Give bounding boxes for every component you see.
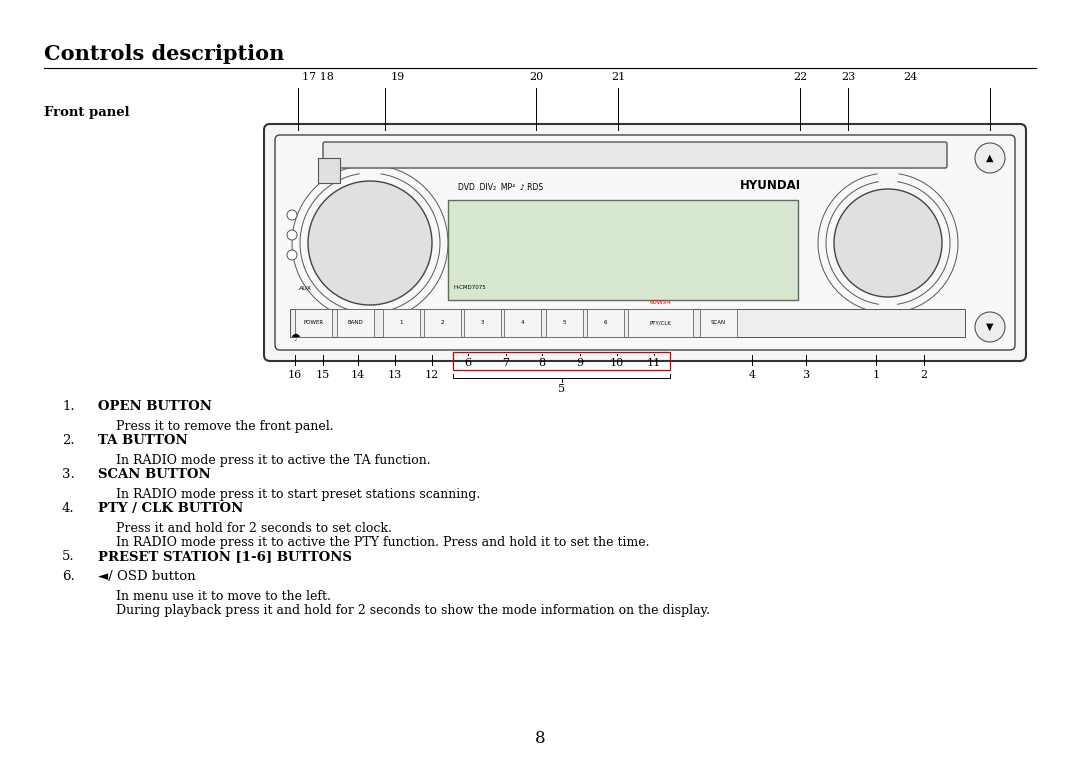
Text: 2.: 2.	[62, 434, 75, 447]
Circle shape	[879, 234, 896, 252]
Text: 6: 6	[604, 320, 607, 326]
Circle shape	[975, 312, 1005, 342]
Text: 8: 8	[535, 730, 545, 747]
Text: 20: 20	[529, 72, 543, 82]
FancyBboxPatch shape	[264, 124, 1026, 361]
Bar	[337, 309, 374, 337]
Text: 13: 13	[388, 370, 402, 380]
Circle shape	[975, 143, 1005, 173]
Text: SCAN: SCAN	[711, 320, 726, 326]
FancyBboxPatch shape	[323, 142, 947, 168]
Text: 2: 2	[920, 370, 928, 380]
Text: In RADIO mode press it to start preset stations scanning.: In RADIO mode press it to start preset s…	[116, 488, 481, 501]
Text: In menu use it to move to the left.: In menu use it to move to the left.	[116, 590, 330, 603]
Text: During playback press it and hold for 2 seconds to show the mode information on : During playback press it and hold for 2 …	[116, 604, 710, 617]
Text: 23: 23	[841, 72, 855, 82]
Bar	[546, 309, 583, 337]
Text: PRESET STATION [1-6] BUTTONS: PRESET STATION [1-6] BUTTONS	[98, 550, 352, 563]
Circle shape	[851, 206, 924, 280]
Text: ◄/ OSD button: ◄/ OSD button	[98, 570, 195, 583]
Text: 5: 5	[558, 384, 566, 394]
Circle shape	[360, 233, 380, 253]
Bar	[295, 309, 332, 337]
Text: 1: 1	[873, 370, 879, 380]
Text: 14: 14	[351, 370, 365, 380]
Text: POWER: POWER	[303, 320, 324, 326]
Text: PTY / CLK BUTTON: PTY / CLK BUTTON	[98, 502, 243, 515]
Circle shape	[287, 230, 297, 240]
Text: Press it and hold for 2 seconds to set clock.: Press it and hold for 2 seconds to set c…	[116, 522, 392, 535]
Bar	[291, 309, 966, 337]
Text: In RADIO mode press it to active the TA function.: In RADIO mode press it to active the TA …	[116, 454, 431, 467]
Text: HYUNDAI: HYUNDAI	[740, 179, 801, 192]
Text: 5: 5	[563, 320, 566, 326]
Bar	[700, 309, 737, 337]
FancyBboxPatch shape	[275, 135, 1015, 350]
Text: 6: 6	[464, 358, 472, 368]
Text: Press it to remove the front panel.: Press it to remove the front panel.	[116, 420, 334, 433]
Text: 5.: 5.	[62, 550, 75, 563]
Text: Controls description: Controls description	[44, 44, 284, 64]
Text: 12: 12	[424, 370, 440, 380]
Text: 9: 9	[577, 358, 583, 368]
Bar	[588, 309, 624, 337]
Text: 3.: 3.	[62, 468, 75, 481]
Text: 10: 10	[610, 358, 624, 368]
Text: ▲: ▲	[986, 153, 994, 163]
Text: 2: 2	[441, 320, 444, 326]
Text: 1: 1	[400, 320, 403, 326]
Bar	[627, 309, 693, 337]
Text: ☂: ☂	[291, 333, 300, 343]
Bar	[424, 309, 461, 337]
Bar	[318, 158, 340, 183]
Text: 3: 3	[481, 320, 484, 326]
Text: BAND: BAND	[348, 320, 363, 326]
Text: TA BUTTON: TA BUTTON	[98, 434, 188, 447]
Text: 19: 19	[391, 72, 405, 82]
Circle shape	[834, 189, 942, 297]
Text: In RADIO mode press it to active the PTY function. Press and hold it to set the : In RADIO mode press it to active the PTY…	[116, 536, 649, 549]
Text: Front panel: Front panel	[44, 106, 130, 119]
Text: 8: 8	[539, 358, 545, 368]
Text: DVD  DIV₂  MP⁴  ♪ RDS: DVD DIV₂ MP⁴ ♪ RDS	[458, 183, 543, 192]
Text: AUX: AUX	[298, 286, 311, 291]
Bar	[448, 200, 798, 300]
Text: 16: 16	[288, 370, 302, 380]
Bar	[504, 309, 541, 337]
Text: H-CMD7075: H-CMD7075	[453, 285, 486, 290]
Bar	[383, 309, 420, 337]
Text: 11: 11	[647, 358, 661, 368]
Text: 60Wx4: 60Wx4	[649, 300, 671, 305]
Text: 22: 22	[793, 72, 807, 82]
Text: ▼: ▼	[986, 322, 994, 332]
Circle shape	[328, 201, 413, 285]
Text: 3: 3	[802, 370, 810, 380]
Text: 17 18: 17 18	[302, 72, 334, 82]
Text: 15: 15	[315, 370, 330, 380]
Text: 7: 7	[502, 358, 510, 368]
Text: 1.: 1.	[62, 400, 75, 413]
Text: 24: 24	[903, 72, 917, 82]
Text: 6.: 6.	[62, 570, 75, 583]
Circle shape	[308, 181, 432, 305]
Text: SCAN BUTTON: SCAN BUTTON	[98, 468, 211, 481]
Bar	[453, 352, 670, 370]
Text: 4.: 4.	[62, 502, 75, 515]
Text: PTY/CLK: PTY/CLK	[649, 320, 672, 326]
Text: 4: 4	[748, 370, 756, 380]
Text: OPEN BUTTON: OPEN BUTTON	[98, 400, 212, 413]
Text: 21: 21	[611, 72, 625, 82]
Bar	[464, 309, 501, 337]
Text: 4: 4	[521, 320, 524, 326]
Circle shape	[287, 210, 297, 220]
Circle shape	[287, 250, 297, 260]
